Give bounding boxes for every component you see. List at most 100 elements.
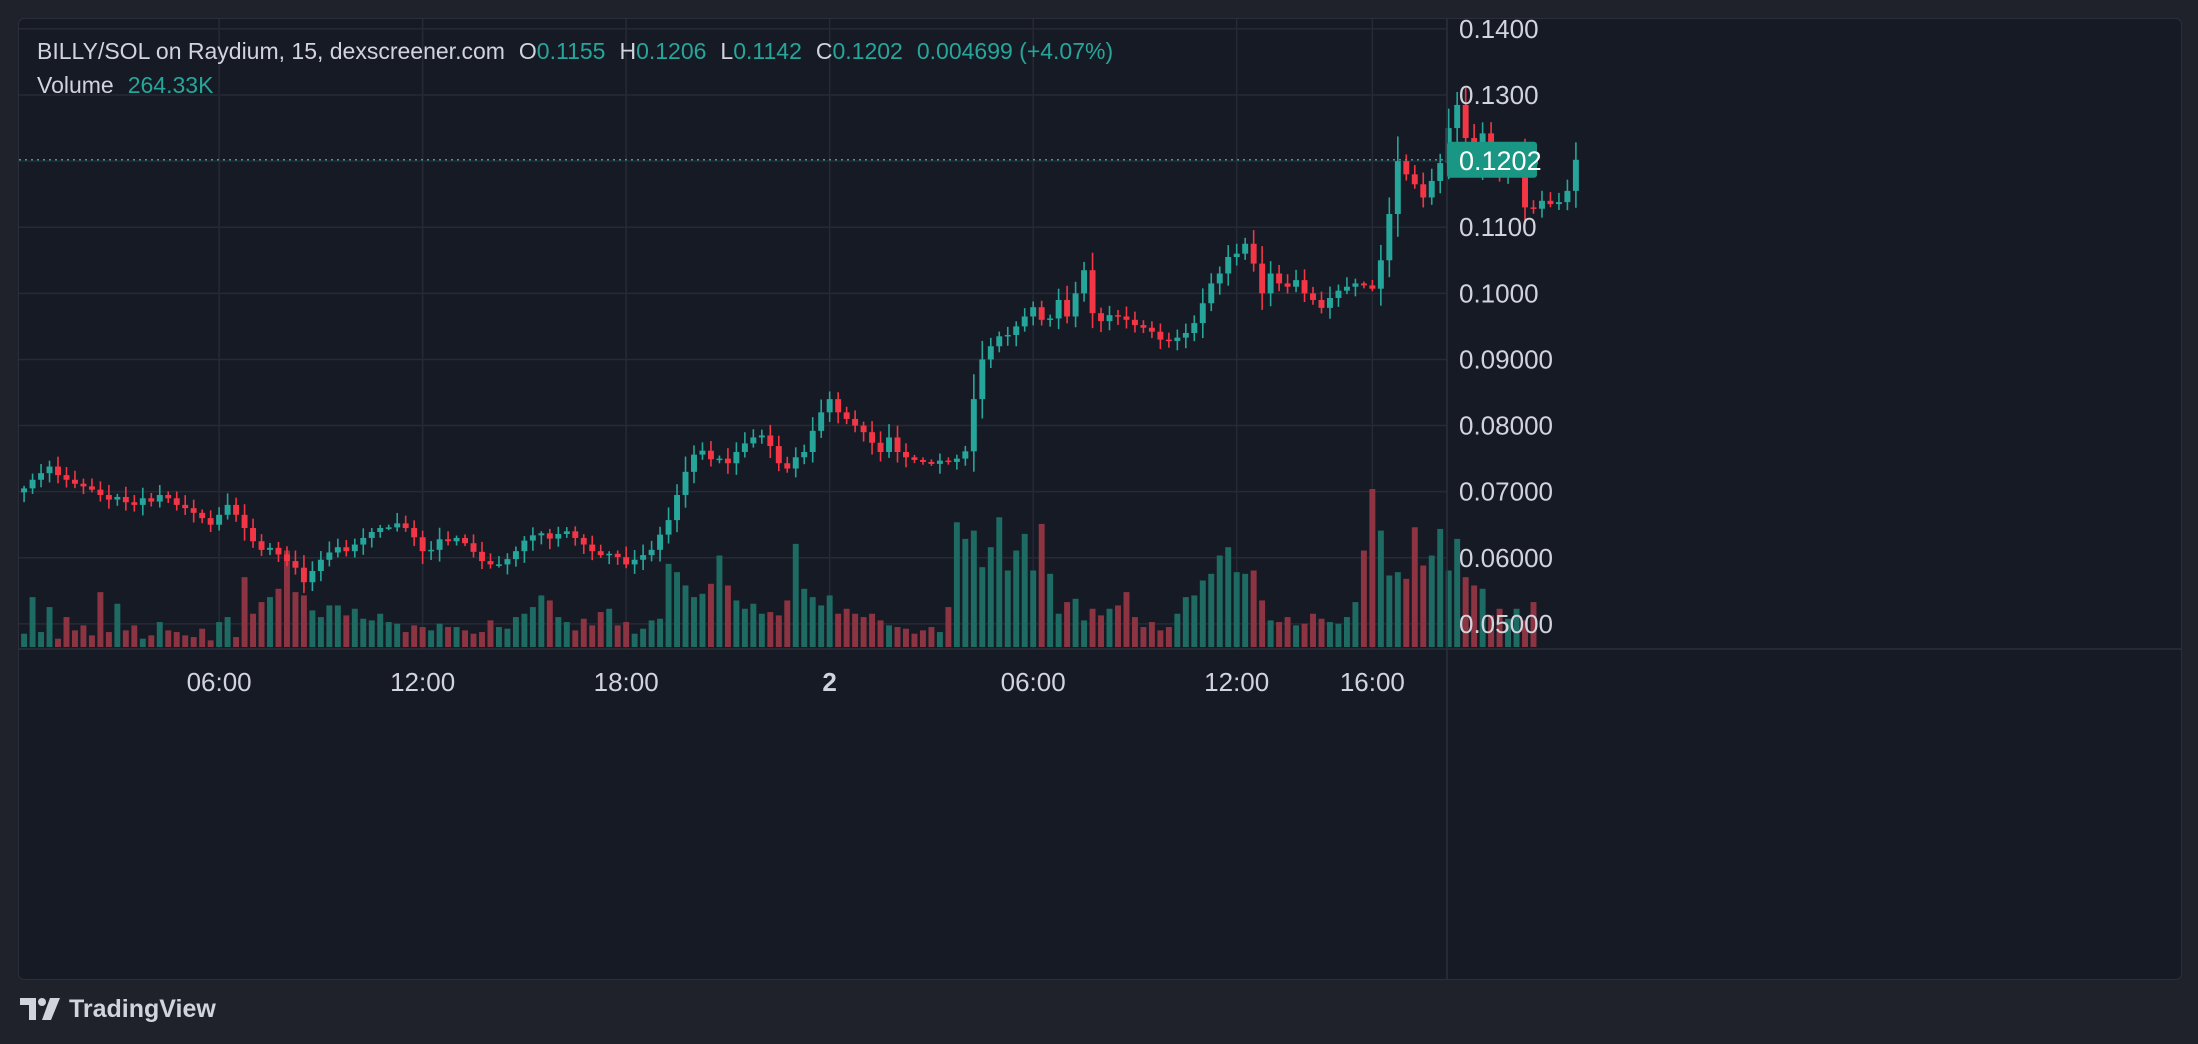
volume-bar [809, 597, 816, 647]
volume-bar [614, 625, 621, 647]
candlestick-chart[interactable]: 0.14000.13000.12000.11000.10000.090000.0… [19, 19, 2181, 979]
candle-body [1530, 207, 1537, 209]
volume-bar [1352, 602, 1359, 647]
candle-body [1386, 214, 1393, 261]
candle-body [1572, 159, 1579, 191]
candle-body [495, 564, 502, 566]
time-axis[interactable]: 06:00 12:00 18:00 2 06:00 12:00 16:00 [187, 667, 1405, 697]
candle-body [1072, 293, 1079, 317]
candle-body [46, 466, 53, 474]
volume-bar [71, 630, 78, 647]
volume-bar [758, 613, 765, 647]
grid [19, 19, 1447, 649]
volume-bar [122, 630, 129, 647]
volume-bar [860, 617, 867, 647]
volume-bar [1327, 622, 1333, 647]
volume-bar [21, 633, 28, 647]
volume-bar [1047, 573, 1054, 647]
candle-body [1310, 293, 1316, 300]
ohlc-legend: BILLY/SOL on Raydium, 15, dexscreener.co… [37, 40, 1113, 63]
volume-bar [699, 593, 706, 647]
volume-bar [1038, 523, 1045, 647]
candle-body [674, 494, 681, 521]
volume-bar [1165, 627, 1172, 647]
volume-bar [131, 625, 138, 647]
tradingview-logo[interactable]: TradingView [20, 994, 216, 1024]
volume-bar [1242, 573, 1249, 647]
candle-body [1522, 161, 1528, 208]
volume-bar [1488, 615, 1495, 647]
volume-bar [733, 600, 740, 647]
candle-body [233, 504, 240, 515]
volume-bar [691, 597, 697, 647]
open-label: O [518, 38, 537, 64]
current-price-badge-bg [1447, 141, 1537, 178]
volume-bar [1081, 620, 1088, 647]
candle-body [309, 570, 316, 583]
symbol-title: BILLY/SOL on Raydium, 15, dexscreener.co… [37, 38, 505, 64]
candle-body [1428, 180, 1435, 198]
candle-body [317, 559, 324, 571]
candle-body [546, 533, 553, 539]
candle-body [241, 514, 248, 529]
candle-body [784, 463, 791, 469]
candle-body [529, 535, 536, 541]
candle-body [1216, 273, 1223, 284]
candle-body [1140, 325, 1147, 328]
candle-body [962, 451, 969, 459]
candle-body [682, 471, 689, 495]
volume-bar [114, 603, 121, 647]
volume-bar [1250, 570, 1257, 647]
volume-bar [1403, 578, 1410, 647]
volume-bar [919, 630, 926, 647]
candle-body [1089, 270, 1096, 314]
volume-bar [1369, 489, 1376, 647]
candle-body [699, 450, 706, 455]
price-tick-label: 0.1400 [1459, 19, 1539, 44]
volume-bar [826, 595, 833, 647]
candle-body [1242, 243, 1249, 254]
volume-bar [716, 555, 723, 647]
current-price-badge-label: 0.1202 [1459, 146, 1542, 176]
volume-bar [258, 602, 265, 647]
price-axis[interactable]: 0.14000.13000.12000.11000.10000.090000.0… [1459, 19, 1553, 639]
chart-panel[interactable]: 0.14000.13000.12000.11000.10000.090000.0… [18, 18, 2182, 980]
price-tick-label: 0.08000 [1459, 411, 1553, 441]
volume-bar [275, 588, 282, 647]
time-tick-label: 06:00 [187, 667, 252, 697]
volume-bar [1293, 625, 1300, 647]
volume-bar [29, 597, 36, 647]
candle-body [267, 547, 273, 550]
candle-body [275, 547, 282, 555]
candle-body [1148, 327, 1155, 332]
candle-body [801, 452, 808, 458]
volume-bar [419, 627, 426, 647]
volume-bar [996, 517, 1003, 647]
volume-bar [572, 630, 579, 647]
volume-bar [1021, 533, 1028, 647]
low-value: 0.1142 [733, 38, 802, 64]
candle-body [1004, 334, 1011, 337]
candle-body [606, 553, 613, 556]
volume-bar [1343, 617, 1350, 647]
candle-body [445, 539, 452, 542]
candle-body [55, 466, 61, 476]
volume-bar [1462, 577, 1469, 647]
price-tick-label: 0.09000 [1459, 344, 1553, 374]
volume-bar [512, 617, 519, 647]
candle-body [258, 541, 265, 550]
volume-bar [428, 630, 435, 647]
high-value: 0.1206 [636, 38, 707, 64]
volume-bar [945, 607, 952, 647]
volume-bar [1140, 627, 1147, 647]
volume-bar [903, 628, 909, 647]
volume-bar [563, 622, 570, 647]
volume-legend: Volume 264.33K [37, 74, 213, 97]
volume-bar [1411, 527, 1418, 647]
volume-bar [894, 627, 901, 647]
volume-bar [843, 608, 850, 647]
current-price-badge: 0.1202 [1447, 141, 1542, 178]
volume-bar [46, 607, 53, 647]
volume-bar [1106, 608, 1113, 647]
volume-bar [750, 603, 757, 647]
